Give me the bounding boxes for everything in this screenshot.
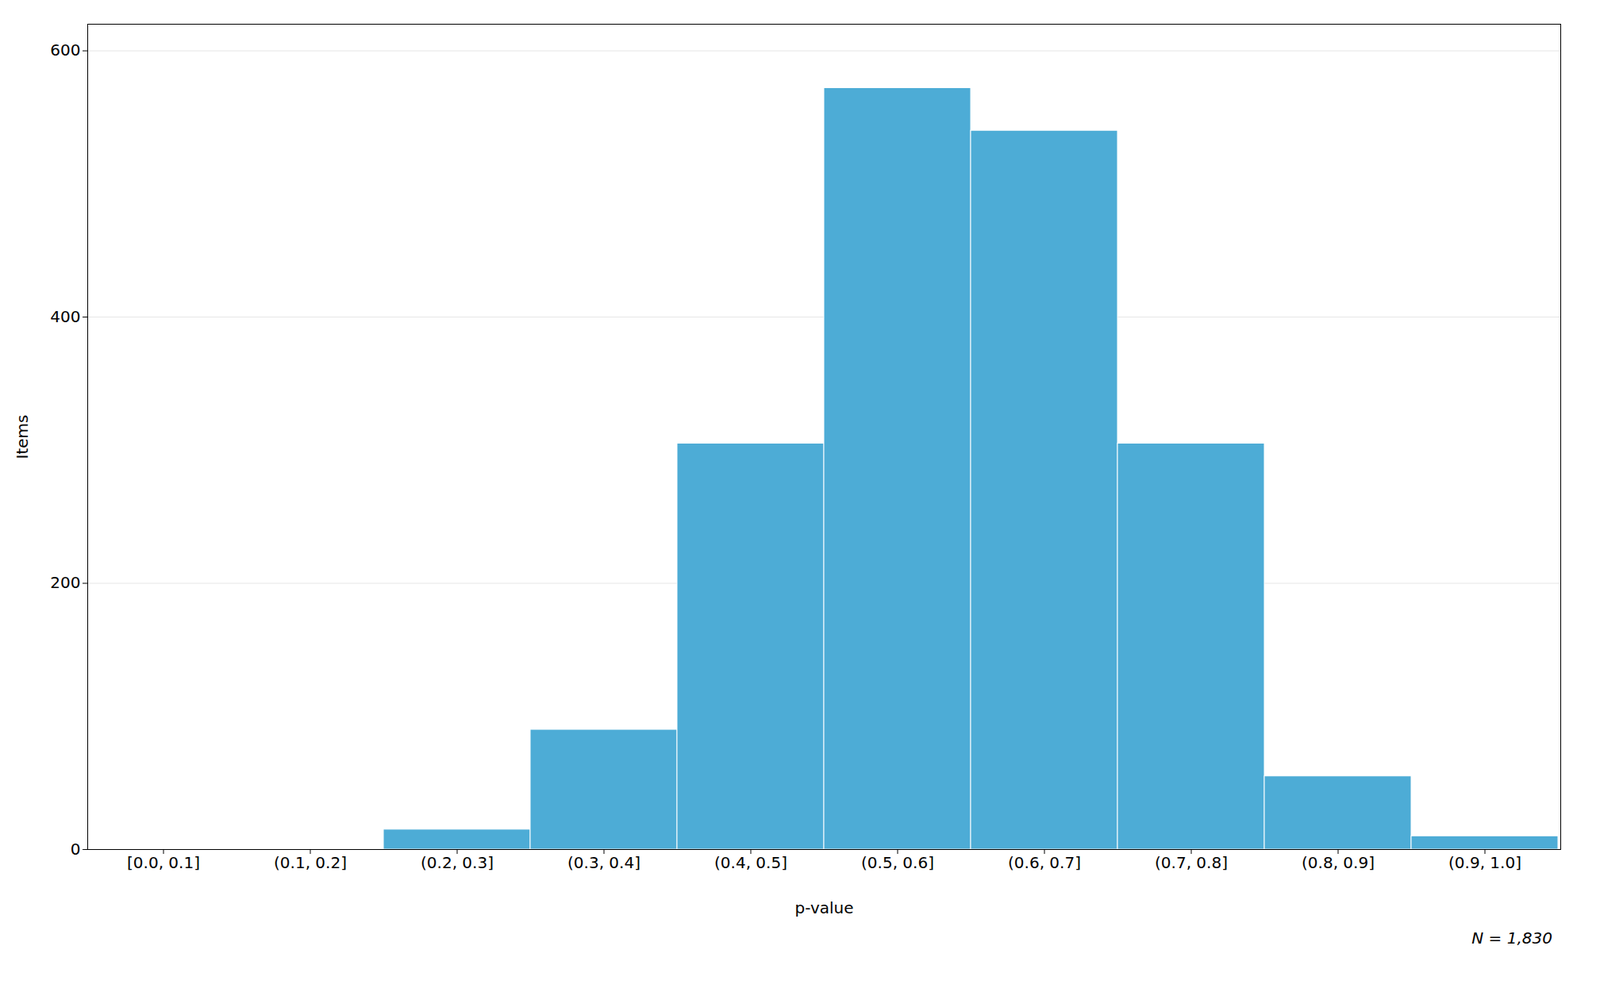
svg-text:200: 200 (50, 573, 81, 593)
svg-text:p-value: p-value (794, 898, 854, 918)
svg-text:(0.2, 0.3]: (0.2, 0.3] (420, 853, 494, 873)
svg-text:(0.6, 0.7]: (0.6, 0.7] (1007, 853, 1081, 873)
svg-text:[0.0, 0.1]: [0.0, 0.1] (126, 853, 200, 873)
svg-text:(0.9, 1.0]: (0.9, 1.0] (1448, 853, 1522, 873)
svg-text:(0.1, 0.2]: (0.1, 0.2] (273, 853, 347, 873)
svg-text:600: 600 (50, 40, 81, 60)
svg-text:Items: Items (12, 415, 32, 460)
svg-text:(0.8, 0.9]: (0.8, 0.9] (1301, 853, 1375, 873)
svg-text:(0.7, 0.8]: (0.7, 0.8] (1154, 853, 1228, 873)
svg-text:0: 0 (70, 839, 81, 859)
html-text:N = 1,830: N = 1,830 (1471, 928, 1553, 948)
svg-text:(0.5, 0.6]: (0.5, 0.6] (861, 853, 935, 873)
svg-text:(0.3, 0.4]: (0.3, 0.4] (567, 853, 641, 873)
svg-text:(0.4, 0.5]: (0.4, 0.5] (714, 853, 788, 873)
svg-text:400: 400 (50, 307, 81, 327)
